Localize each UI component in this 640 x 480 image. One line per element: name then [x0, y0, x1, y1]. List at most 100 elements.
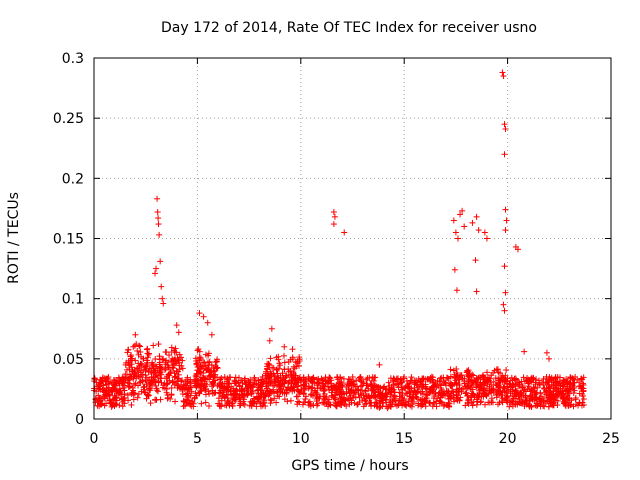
data-point — [522, 388, 529, 395]
data-point — [275, 356, 282, 363]
data-point — [262, 383, 269, 390]
data-point — [433, 403, 440, 410]
data-point — [418, 383, 425, 390]
data-point — [472, 257, 479, 264]
data-point — [294, 376, 301, 383]
data-point — [136, 364, 143, 371]
data-point — [477, 399, 484, 406]
data-point — [454, 235, 461, 242]
data-point — [438, 374, 445, 381]
data-point — [273, 399, 280, 406]
data-point — [580, 385, 587, 392]
data-point — [447, 366, 454, 373]
data-point — [98, 397, 105, 404]
data-point — [244, 385, 251, 392]
data-point — [300, 382, 307, 389]
data-point — [158, 364, 165, 371]
data-point — [444, 374, 451, 381]
x-tick-label: 5 — [193, 431, 202, 447]
data-point — [356, 374, 363, 381]
data-point — [267, 396, 274, 403]
data-point — [469, 219, 476, 226]
data-point — [455, 376, 462, 383]
data-point — [434, 377, 441, 384]
data-point — [364, 375, 371, 382]
data-point — [119, 376, 126, 383]
data-point — [569, 375, 576, 382]
data-point — [222, 385, 229, 392]
data-point — [361, 401, 368, 408]
x-tick-label: 20 — [499, 431, 517, 447]
data-point — [386, 401, 393, 408]
data-point — [224, 395, 231, 402]
data-point — [205, 362, 212, 369]
data-point — [306, 375, 313, 382]
data-point — [329, 386, 336, 393]
data-point — [398, 379, 405, 386]
data-point — [192, 380, 199, 387]
data-point — [482, 391, 489, 398]
data-point — [450, 217, 457, 224]
data-point — [289, 346, 296, 353]
data-point — [296, 356, 303, 363]
data-point — [134, 394, 141, 401]
data-point — [462, 383, 469, 390]
data-point — [447, 373, 454, 380]
data-point — [580, 396, 587, 403]
y-axis-label: ROTI / TECUs — [6, 192, 22, 284]
data-point — [205, 402, 212, 409]
data-point — [162, 365, 169, 372]
data-point — [395, 384, 402, 391]
data-point — [337, 374, 344, 381]
data-point — [126, 383, 133, 390]
data-point — [277, 362, 284, 369]
data-point — [413, 394, 420, 401]
grid-lines — [94, 58, 611, 419]
data-point — [437, 382, 444, 389]
data-point — [101, 402, 108, 409]
data-point — [354, 401, 361, 408]
data-point — [246, 402, 253, 409]
data-point — [501, 263, 508, 270]
data-point — [284, 398, 291, 405]
data-point — [326, 396, 333, 403]
data-point — [454, 371, 461, 378]
data-point — [155, 221, 162, 228]
data-point — [132, 357, 139, 364]
data-point — [468, 377, 475, 384]
data-point — [571, 379, 578, 386]
data-point — [510, 395, 517, 402]
data-point — [446, 403, 453, 410]
data-point — [488, 372, 495, 379]
data-point — [300, 391, 307, 398]
data-point — [157, 396, 164, 403]
data-point — [257, 400, 264, 407]
data-point — [451, 266, 458, 273]
data-point — [92, 396, 99, 403]
data-point — [205, 350, 212, 357]
data-point — [152, 396, 159, 403]
data-point — [236, 382, 243, 389]
data-point — [572, 394, 579, 401]
data-point — [158, 283, 165, 290]
data-point — [97, 380, 104, 387]
data-point — [450, 395, 457, 402]
data-point — [159, 295, 166, 302]
data-point — [478, 398, 485, 405]
data-point — [371, 374, 378, 381]
data-point — [330, 221, 337, 228]
data-point — [500, 384, 507, 391]
data-point — [171, 374, 178, 381]
data-point — [494, 366, 501, 373]
data-point — [297, 387, 304, 394]
data-point — [532, 379, 539, 386]
data-point — [434, 395, 441, 402]
data-point — [265, 372, 272, 379]
data-point — [112, 382, 119, 389]
data-point — [149, 359, 156, 366]
data-point — [563, 376, 570, 383]
data-point — [481, 401, 488, 408]
data-point — [300, 399, 307, 406]
data-point — [267, 368, 274, 375]
data-point — [501, 121, 508, 128]
